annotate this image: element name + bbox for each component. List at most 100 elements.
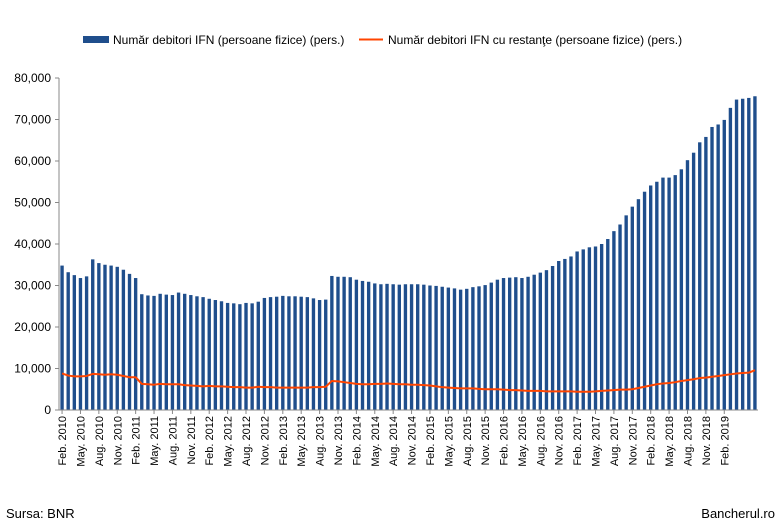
bar bbox=[219, 301, 224, 410]
bar bbox=[514, 277, 518, 410]
bar bbox=[91, 259, 95, 410]
legend-bar-label: Număr debitori IFN (persoane fizice) (pe… bbox=[113, 33, 344, 47]
bar bbox=[152, 295, 156, 411]
x-tick-label: May. 2012 bbox=[223, 416, 235, 467]
bar bbox=[287, 296, 291, 410]
bar bbox=[477, 286, 481, 410]
x-tick-label: Aug. 2014 bbox=[388, 416, 400, 466]
bar bbox=[324, 299, 328, 410]
x-tick-label: Aug. 2017 bbox=[609, 416, 621, 466]
bar bbox=[311, 298, 316, 410]
bar bbox=[109, 265, 113, 410]
x-tick-label: Nov. 2014 bbox=[407, 416, 419, 465]
x-tick-label: Feb. 2014 bbox=[351, 416, 363, 466]
bar bbox=[164, 294, 168, 410]
bar bbox=[673, 175, 677, 410]
bar bbox=[679, 169, 684, 410]
bar bbox=[342, 276, 346, 410]
bar bbox=[569, 256, 573, 410]
bar bbox=[416, 284, 420, 410]
x-tick-label: Feb. 2017 bbox=[572, 416, 584, 466]
bar bbox=[176, 292, 181, 410]
bar bbox=[403, 284, 408, 410]
bar bbox=[422, 284, 426, 410]
bar bbox=[685, 160, 690, 410]
bar bbox=[642, 191, 647, 410]
y-tick-label: 10,000 bbox=[14, 362, 51, 376]
x-tick-label: May. 2010 bbox=[75, 416, 87, 467]
x-tick-label: Aug. 2010 bbox=[94, 416, 106, 466]
bar bbox=[563, 258, 567, 410]
x-tick-label: May. 2017 bbox=[591, 416, 603, 467]
bar bbox=[716, 124, 720, 410]
x-tick-label: May. 2011 bbox=[149, 416, 161, 466]
bar bbox=[72, 275, 77, 411]
bar bbox=[618, 224, 622, 410]
bar bbox=[507, 277, 512, 410]
x-tick-label: May. 2015 bbox=[443, 416, 455, 467]
bar bbox=[636, 199, 641, 410]
y-tick-label: 60,000 bbox=[14, 154, 51, 168]
bar bbox=[483, 285, 487, 410]
bar bbox=[550, 266, 555, 410]
x-tick-label: May. 2018 bbox=[664, 416, 676, 467]
bar bbox=[409, 284, 414, 410]
bar bbox=[538, 272, 543, 410]
x-tick-label: Feb. 2019 bbox=[719, 416, 731, 466]
bar bbox=[434, 285, 438, 410]
bar bbox=[140, 294, 144, 410]
x-tick-label: Aug. 2015 bbox=[462, 416, 474, 466]
y-tick-label: 80,000 bbox=[14, 71, 51, 85]
bar bbox=[60, 265, 64, 410]
bar bbox=[348, 277, 352, 410]
bar bbox=[195, 296, 199, 410]
x-tick-label: Nov. 2013 bbox=[333, 416, 345, 465]
bar bbox=[256, 301, 260, 410]
x-tick-label: Feb. 2013 bbox=[278, 416, 290, 466]
bar bbox=[661, 177, 665, 410]
bar bbox=[225, 302, 230, 410]
bar bbox=[446, 287, 451, 410]
bar bbox=[201, 297, 205, 410]
bar bbox=[440, 286, 444, 410]
bar bbox=[366, 281, 371, 410]
bar bbox=[722, 119, 726, 410]
bar bbox=[575, 251, 579, 410]
bar bbox=[734, 99, 739, 410]
bar bbox=[606, 239, 610, 410]
x-tick-label: Feb. 2018 bbox=[646, 416, 658, 466]
plot-area: 0 10,000 20,000 30,000 40,000 50,000 60,000 70,… bbox=[14, 71, 758, 467]
bar bbox=[740, 98, 745, 410]
bar bbox=[305, 297, 310, 410]
bar bbox=[385, 283, 389, 410]
bar bbox=[520, 278, 524, 410]
bar bbox=[189, 295, 193, 410]
x-tick-label: Feb. 2010 bbox=[57, 416, 69, 466]
bar bbox=[630, 206, 634, 410]
x-tick-label: Feb. 2011 bbox=[131, 416, 143, 465]
bar bbox=[526, 276, 530, 410]
bar bbox=[428, 285, 432, 410]
bar bbox=[274, 296, 279, 410]
x-tick-label: Aug. 2018 bbox=[682, 416, 694, 466]
bar bbox=[78, 278, 83, 410]
bar bbox=[146, 295, 150, 410]
bar bbox=[397, 284, 401, 410]
x-tick-label: Aug. 2011 bbox=[167, 416, 179, 465]
bar bbox=[330, 275, 334, 410]
bar bbox=[317, 300, 322, 410]
legend-bar-swatch bbox=[83, 36, 109, 43]
x-tick-label: Nov. 2016 bbox=[554, 416, 566, 465]
bar bbox=[391, 284, 395, 410]
y-tick-label: 30,000 bbox=[14, 279, 51, 293]
bar bbox=[373, 283, 377, 410]
bar bbox=[84, 276, 89, 410]
bar bbox=[452, 288, 457, 410]
bar bbox=[262, 297, 267, 410]
x-tick-label: May. 2014 bbox=[370, 416, 382, 467]
bar bbox=[581, 249, 585, 410]
bar bbox=[268, 297, 273, 410]
bar bbox=[213, 300, 218, 410]
bar bbox=[495, 279, 500, 410]
bar bbox=[532, 274, 536, 410]
